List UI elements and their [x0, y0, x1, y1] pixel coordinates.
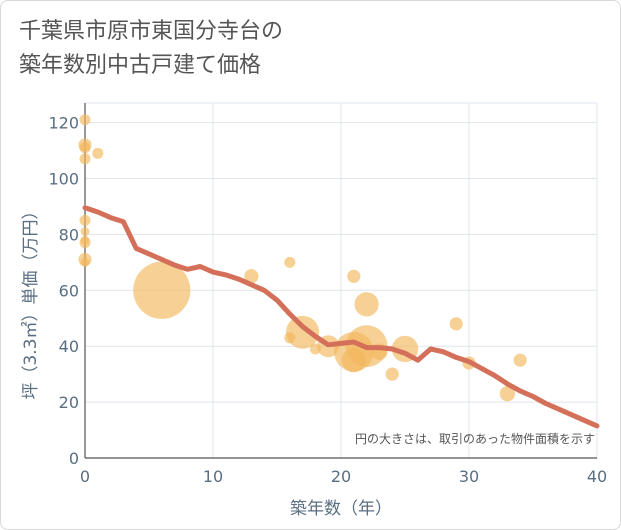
y-tick-label: 100 — [48, 169, 79, 188]
y-tick-label: 80 — [59, 225, 79, 244]
data-point-bubble — [79, 153, 91, 165]
data-point-bubble — [92, 147, 104, 159]
data-point-bubble — [385, 367, 399, 381]
y-tick-label: 120 — [48, 114, 79, 133]
data-point-bubble — [244, 269, 259, 284]
data-point-bubble — [286, 315, 320, 349]
x-axis-title: 築年数（年） — [290, 499, 392, 519]
x-tick-label: 10 — [203, 467, 223, 486]
bubble-size-note: 円の大きさは、取引のあった物件面積を示す — [355, 431, 595, 446]
x-tick-label: 40 — [587, 467, 607, 486]
y-axis-title: 坪（3.3㎡）単価（万円） — [21, 202, 41, 399]
trend-line — [82, 205, 600, 429]
data-point-bubble — [499, 386, 516, 402]
data-point-bubble — [513, 353, 527, 367]
y-tick-label: 40 — [59, 337, 79, 356]
chart-title-line-1: 千葉県市原市東国分寺台の — [19, 19, 284, 44]
axis-ticks: 0 10 20 30 40 0 20 40 60 80 100 120 — [48, 114, 607, 486]
x-tick-label: 30 — [459, 467, 479, 486]
data-point-bubble — [354, 292, 379, 317]
chart-title: 千葉県市原市東国分寺台の 築年数別中古戸建て価格 — [19, 15, 283, 83]
trend-series — [82, 205, 600, 429]
data-point-bubble — [79, 237, 91, 249]
y-tick-label: 0 — [69, 449, 79, 468]
data-point-bubble — [79, 214, 91, 226]
data-point-bubble — [80, 227, 90, 236]
data-point-bubble — [79, 142, 91, 154]
x-tick-label: 20 — [331, 467, 351, 486]
data-point-bubble — [347, 269, 361, 283]
data-point-bubble — [79, 114, 91, 126]
chart-title-line-2: 築年数別中古戸建て価格 — [19, 53, 262, 78]
x-tick-label: 0 — [80, 467, 90, 486]
y-tick-label: 60 — [59, 281, 79, 300]
data-point-bubble — [449, 317, 463, 331]
data-point-bubble — [80, 257, 90, 267]
data-point-bubble — [133, 261, 191, 319]
data-point-bubble — [284, 256, 296, 268]
y-tick-label: 20 — [59, 393, 79, 412]
